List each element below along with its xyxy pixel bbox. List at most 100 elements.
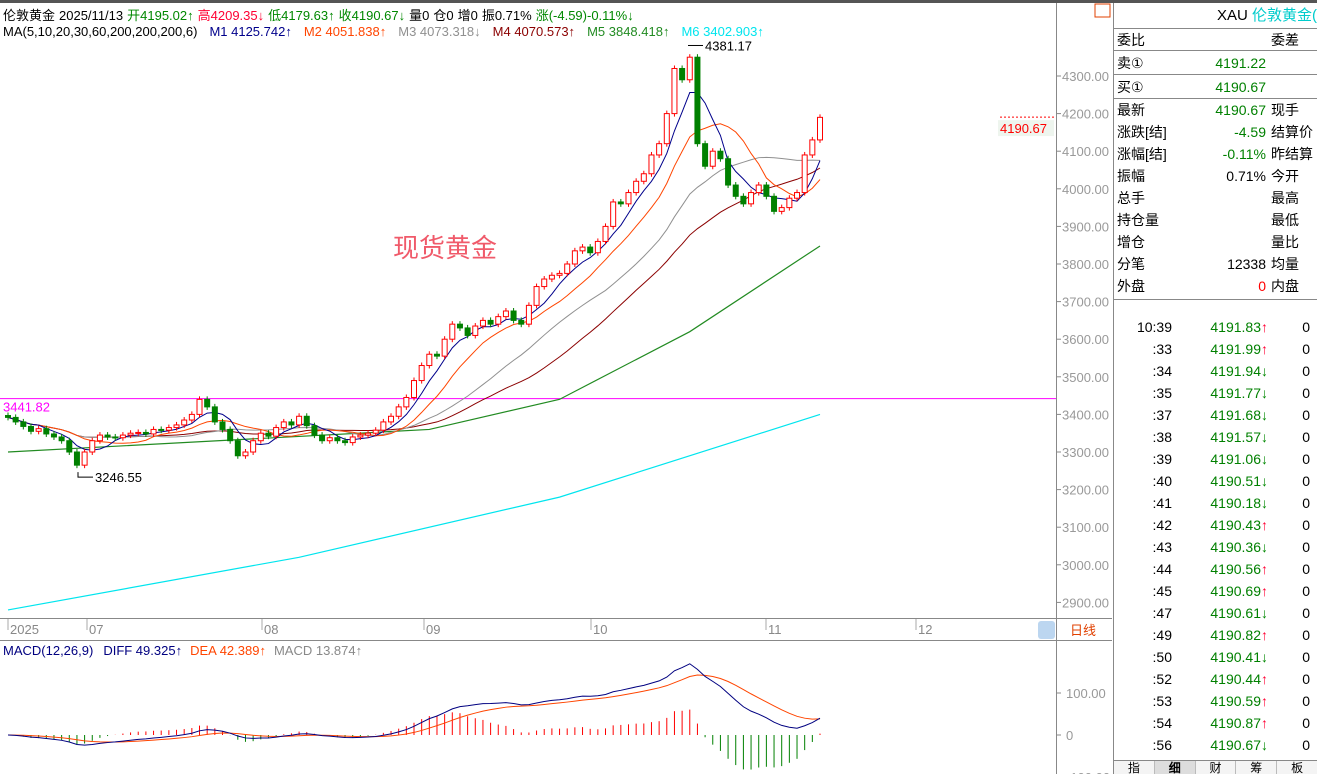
- tick-time: :43: [1152, 539, 1172, 555]
- candlestick-chart[interactable]: 4300.00 4200.00 4100.00 4000.00 3900.00 3800.…: [0, 0, 1113, 774]
- tick-volume: 0: [1302, 341, 1310, 357]
- instrument-name: 伦敦黄金: [3, 8, 56, 23]
- tick-row: :56 4190.67↓ 0: [1114, 734, 1317, 756]
- tick-direction-icon: ↑: [1261, 517, 1268, 533]
- panel-tab[interactable]: 财: [1196, 761, 1237, 774]
- tick-row: :44 4190.56↑ 0: [1114, 558, 1317, 580]
- panel-tab[interactable]: 板: [1277, 761, 1317, 774]
- tick-direction-icon: ↓: [1261, 407, 1268, 423]
- quote-row: 振幅 0.71% 今开: [1114, 165, 1317, 187]
- macd-tick-label: 100.00: [1066, 686, 1106, 701]
- min-label-leader: [77, 472, 93, 478]
- candle: [395, 406, 402, 417]
- tick-row: :40 4190.51↓ 0: [1114, 470, 1317, 492]
- row-label-right: 最低: [1271, 212, 1299, 228]
- window-toggle-icon[interactable]: [1094, 3, 1111, 18]
- x-tick-label: 2025: [10, 622, 39, 637]
- row-value: 12338: [1227, 256, 1266, 272]
- row-label: 增仓: [1117, 234, 1145, 250]
- candle: [786, 197, 793, 209]
- candle: [196, 398, 203, 415]
- panel-title: XAU 伦敦黄金(: [1114, 3, 1317, 29]
- row-label: 涨跌[结]: [1117, 124, 1167, 140]
- tick-row: :35 4191.77↓ 0: [1114, 382, 1317, 404]
- candle: [564, 263, 571, 274]
- tick-volume: 0: [1302, 583, 1310, 599]
- y-tick-label: 4200.00: [1062, 107, 1109, 122]
- candle: [158, 428, 165, 431]
- row-label-right: 现手: [1271, 102, 1299, 118]
- tick-price: 4191.68↓: [1210, 407, 1268, 423]
- tick-price: 4190.51↓: [1210, 473, 1268, 489]
- buy-price: 4190.67: [1215, 79, 1266, 95]
- panel-tab[interactable]: 细: [1154, 761, 1196, 774]
- tick-time: :50: [1152, 649, 1172, 665]
- candle: [456, 323, 463, 329]
- candle: [288, 421, 295, 426]
- y-tick-label: 4300.00: [1062, 69, 1109, 84]
- tick-time: :54: [1152, 715, 1172, 731]
- candle: [541, 278, 548, 288]
- x-tick-label: 10: [593, 622, 607, 637]
- candle: [663, 113, 670, 145]
- ma-m1: M1 4125.742↑: [209, 24, 292, 39]
- ma200-line: [7, 413, 821, 611]
- tick-row: :47 4190.61↓ 0: [1114, 602, 1317, 624]
- tick-volume: 0: [1302, 693, 1310, 709]
- candle: [801, 154, 808, 194]
- tick-row: :53 4190.59↑ 0: [1114, 690, 1317, 712]
- candle: [58, 436, 65, 442]
- panel-tab[interactable]: 筹: [1236, 761, 1278, 774]
- candle: [571, 250, 578, 265]
- candle: [479, 319, 486, 327]
- candle: [411, 380, 417, 398]
- candle: [357, 434, 364, 438]
- candle: [640, 173, 647, 182]
- scroll-handle[interactable]: [1038, 621, 1055, 639]
- candle: [610, 201, 617, 227]
- candle: [602, 225, 609, 242]
- candle: [227, 428, 234, 442]
- tick-volume: 0: [1302, 429, 1310, 445]
- candle: [388, 415, 395, 423]
- quote-row: 涨跌[结] -4.59 结算价: [1114, 121, 1317, 143]
- open-value: 开4195.02↑: [127, 8, 194, 23]
- candle: [732, 184, 739, 197]
- sell-price: 4191.22: [1215, 55, 1266, 71]
- x-tick-label: 08: [264, 622, 278, 637]
- candle: [319, 434, 326, 442]
- row-value: -0.11%: [1222, 146, 1266, 162]
- candle: [449, 323, 456, 340]
- tick-direction-icon: ↑: [1261, 627, 1268, 643]
- y-tick-label: 3800.00: [1062, 257, 1109, 272]
- candle: [472, 325, 479, 336]
- macd-legend: MACD(12,26,9) DIFF 49.325↑ DEA 42.389↑ MACD…: [3, 643, 366, 658]
- amplitude-value: 振0.71%: [481, 8, 532, 23]
- y-tick-label: 3000.00: [1062, 558, 1109, 573]
- candle: [625, 192, 632, 205]
- candle: [326, 437, 333, 442]
- ma60-line: [7, 245, 821, 453]
- candle: [73, 451, 80, 466]
- candle: [273, 427, 280, 437]
- candle: [778, 207, 785, 212]
- candle: [303, 415, 310, 427]
- candle: [104, 434, 111, 438]
- tick-price: 4190.87↑: [1210, 715, 1268, 731]
- tick-price: 4191.77↓: [1210, 385, 1268, 401]
- candle: [464, 327, 471, 336]
- tick-row: :42 4190.43↑ 0: [1114, 514, 1317, 536]
- candle: [234, 440, 241, 457]
- candle: [211, 406, 218, 423]
- tick-time: :44: [1152, 561, 1172, 577]
- tick-direction-icon: ↓: [1261, 363, 1268, 379]
- candle: [35, 428, 42, 432]
- panel-tab[interactable]: 指: [1114, 761, 1155, 774]
- row-label: 分笔: [1117, 256, 1145, 272]
- tick-price: 4191.06↓: [1210, 451, 1268, 467]
- tick-direction-icon: ↑: [1261, 715, 1268, 731]
- tick-volume: 0: [1302, 561, 1310, 577]
- period-label[interactable]: 日线: [1070, 623, 1096, 638]
- tick-price: 4190.36↓: [1210, 539, 1268, 555]
- candle: [365, 432, 372, 436]
